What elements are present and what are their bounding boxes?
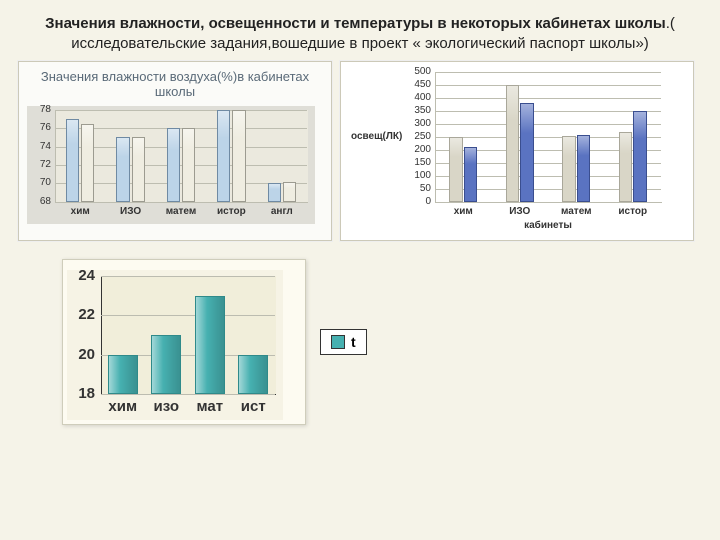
x-tick-label: ист <box>232 398 276 415</box>
y-tick-label: 250 <box>407 131 431 142</box>
y-tick-label: 100 <box>407 170 431 181</box>
x-tick-label: хим <box>55 206 105 217</box>
y-tick-label: 0 <box>407 196 431 207</box>
y-tick-label: 300 <box>407 118 431 129</box>
y-tick-label: 70 <box>27 177 51 188</box>
lux-chart-card: 0 50 100 150 200 250 300 350 400 450 500 химИЗОмате… <box>340 61 694 241</box>
y-tick-label: 400 <box>407 92 431 103</box>
x-tick-label: англ <box>257 206 307 217</box>
chart-bar <box>577 135 591 202</box>
chart-bar <box>619 132 633 202</box>
chart-bar <box>195 296 225 394</box>
x-tick-label: ИЗО <box>492 206 549 217</box>
title-bold: Значения влажности, освещенности и темпе… <box>45 15 666 32</box>
chart-bar <box>464 147 478 202</box>
chart-bar <box>232 110 245 202</box>
legend-label: t <box>351 334 356 350</box>
chart-bar <box>520 103 534 202</box>
chart-bar <box>633 111 647 202</box>
y-tick-label: 68 <box>27 196 51 207</box>
chart-bar <box>217 110 230 202</box>
lux-xlabel: кабинеты <box>435 220 661 231</box>
chart-bar <box>66 119 79 202</box>
x-tick-label: ИЗО <box>105 206 155 217</box>
chart-bar <box>449 137 463 202</box>
chart-bar <box>132 137 145 201</box>
chart-bar <box>182 128 195 202</box>
x-tick-label: изо <box>145 398 189 415</box>
temperature-row: 18 20 22 24 химизоматист t <box>62 259 720 425</box>
x-tick-label: матем <box>156 206 206 217</box>
lux-plot: 0 50 100 150 200 250 300 350 400 450 500 химИЗОмате… <box>349 68 669 236</box>
y-tick-label: 50 <box>407 183 431 194</box>
chart-bar <box>506 85 520 202</box>
y-tick-label: 74 <box>27 141 51 152</box>
chart-bar <box>151 335 181 394</box>
y-tick-label: 150 <box>407 157 431 168</box>
humidity-chart-title: Значения влажности воздуха(%)в кабинетах… <box>27 70 323 100</box>
lux-ylabel: освещ(ЛК) <box>351 131 402 142</box>
temperature-plot: 18 20 22 24 химизоматист <box>67 270 283 420</box>
top-charts-row: Значения влажности воздуха(%)в кабинетах… <box>0 61 720 241</box>
humidity-chart-card: Значения влажности воздуха(%)в кабинетах… <box>18 61 332 241</box>
chart-bar <box>562 136 576 202</box>
y-tick-label: 18 <box>67 385 95 402</box>
humidity-plot: 68 70 72 74 76 78 химИЗОматемисторангл <box>27 106 315 224</box>
legend-swatch <box>331 335 345 349</box>
x-tick-label: хим <box>101 398 145 415</box>
x-tick-label: истор <box>206 206 256 217</box>
y-tick-label: 22 <box>67 306 95 323</box>
temperature-chart-card: 18 20 22 24 химизоматист <box>62 259 306 425</box>
x-tick-label: мат <box>188 398 232 415</box>
y-tick-label: 500 <box>407 66 431 77</box>
y-tick-label: 350 <box>407 105 431 116</box>
page-title: Значения влажности, освещенности и темпе… <box>40 14 680 53</box>
y-tick-label: 24 <box>67 267 95 284</box>
chart-bar <box>283 182 296 202</box>
chart-bar <box>81 124 94 202</box>
y-tick-label: 76 <box>27 122 51 133</box>
temperature-legend: t <box>320 329 367 355</box>
x-tick-label: хим <box>435 206 492 217</box>
chart-bar <box>238 355 268 394</box>
chart-bar <box>108 355 138 394</box>
y-tick-label: 20 <box>67 346 95 363</box>
y-tick-label: 72 <box>27 159 51 170</box>
y-tick-label: 78 <box>27 104 51 115</box>
x-tick-label: матем <box>548 206 605 217</box>
chart-bar <box>167 128 180 202</box>
y-tick-label: 200 <box>407 144 431 155</box>
chart-bar <box>268 183 281 201</box>
x-tick-label: истор <box>605 206 662 217</box>
y-tick-label: 450 <box>407 79 431 90</box>
chart-bar <box>116 137 129 201</box>
